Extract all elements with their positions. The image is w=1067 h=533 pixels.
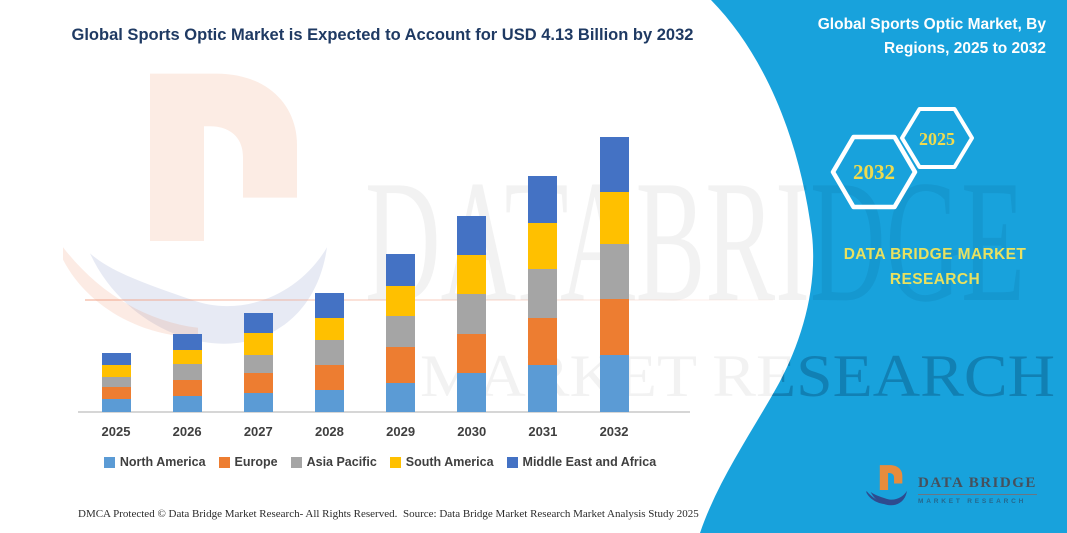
x-axis-label-2025: 2025 — [101, 424, 131, 439]
bar-2025-asia-pacific — [101, 377, 131, 388]
x-axis-label-2028: 2028 — [314, 424, 344, 439]
x-axis-label-2027: 2027 — [243, 424, 273, 439]
legend-item-south-america: South America — [389, 455, 494, 469]
bar-2030-middle-east-and-africa — [457, 216, 487, 255]
bar-2031-north-america — [528, 365, 558, 412]
legend-swatch-europe — [218, 456, 230, 468]
bar-2029-middle-east-and-africa — [386, 254, 416, 287]
logo-watermark — [63, 73, 327, 344]
bar-2032-middle-east-and-africa — [599, 136, 629, 192]
bar-2030-north-america — [457, 373, 487, 412]
bar-2027-north-america — [243, 392, 273, 412]
footer-source: Source: Data Bridge Market Research Mark… — [403, 508, 699, 520]
side-panel-shape — [700, 0, 1067, 533]
logo-monogram-icon — [866, 465, 907, 506]
bar-2027-asia-pacific — [243, 355, 273, 374]
legend-swatch-north-america — [103, 456, 115, 468]
side-panel-title: Global Sports Optic Market, By Regions, … — [817, 16, 1046, 57]
bar-2031-asia-pacific — [528, 269, 558, 319]
legend-item-europe: Europe — [218, 455, 278, 469]
bar-2027-south-america — [243, 333, 273, 356]
x-axis-line — [78, 411, 690, 413]
brand-text-line1: DATA BRIDGE MARKET — [843, 246, 1027, 263]
hexagon-2032 — [830, 134, 918, 210]
bar-2028-asia-pacific — [314, 340, 344, 365]
legend-label-south-america: South America — [405, 455, 494, 469]
bar-2029-asia-pacific — [386, 316, 416, 348]
bar-2031-south-america — [528, 222, 558, 270]
bar-2028-north-america — [314, 389, 344, 412]
brand-text-line2: RESEARCH — [889, 271, 981, 288]
legend-swatch-asia-pacific — [290, 456, 302, 468]
bar-2032-europe — [599, 299, 629, 356]
bar-2032-asia-pacific — [599, 244, 629, 300]
legend-label-middle-east-and-africa: Middle East and Africa — [522, 455, 657, 469]
legend-label-north-america: North America — [119, 455, 206, 469]
footer-copyright: DMCA Protected © Data Bridge Market Rese… — [78, 508, 398, 520]
bar-2026-middle-east-and-africa — [172, 334, 202, 351]
bar-2030 — [457, 216, 487, 412]
hexagon-2032-label: 2032 — [853, 160, 895, 184]
legend-label-asia-pacific: Asia Pacific — [306, 455, 377, 469]
hexagon-2025-label: 2025 — [919, 129, 955, 149]
bar-2029-europe — [386, 347, 416, 383]
bar-2026-south-america — [172, 350, 202, 365]
bar-2030-south-america — [457, 254, 487, 295]
bar-2027-europe — [243, 373, 273, 393]
legend-item-middle-east-and-africa: Middle East and Africa — [506, 455, 657, 469]
bar-2025-middle-east-and-africa — [101, 353, 131, 366]
x-axis-label-2032: 2032 — [599, 424, 629, 439]
bar-2031-europe — [528, 318, 558, 366]
bar-2029 — [386, 254, 416, 412]
hexagon-2025 — [900, 107, 974, 169]
bar-2025-europe — [101, 387, 131, 399]
x-axis-label-2026: 2026 — [172, 424, 202, 439]
company-logo: DATA BRIDGE MARKET RESEARCH — [866, 458, 1052, 522]
legend-item-asia-pacific: Asia Pacific — [290, 455, 377, 469]
chart-legend: North America Europe Asia Pacific South Ame… — [60, 455, 700, 469]
legend-item-north-america: North America — [103, 455, 206, 469]
x-axis-label-2031: 2031 — [528, 424, 558, 439]
bar-2027 — [243, 313, 273, 412]
bar-2027-middle-east-and-africa — [243, 313, 273, 334]
bar-2031 — [528, 176, 558, 412]
bar-2025 — [101, 353, 131, 412]
watermark-rule — [85, 299, 773, 301]
x-axis-label-2030: 2030 — [457, 424, 487, 439]
bar-2032-north-america — [599, 355, 629, 412]
bar-2028-middle-east-and-africa — [314, 292, 344, 319]
bar-2029-north-america — [386, 382, 416, 412]
bar-2029-south-america — [386, 286, 416, 317]
bar-2031-middle-east-and-africa — [528, 176, 558, 223]
bar-2025-north-america — [101, 398, 131, 412]
legend-swatch-south-america — [389, 456, 401, 468]
bar-2028 — [314, 292, 344, 412]
bar-2030-asia-pacific — [457, 294, 487, 335]
legend-swatch-middle-east-and-africa — [506, 456, 518, 468]
bar-2030-europe — [457, 334, 487, 374]
bar-2028-europe — [314, 364, 344, 390]
bar-2026 — [172, 334, 202, 412]
legend-label-europe: Europe — [234, 455, 278, 469]
logo-tagline-text: MARKET RESEARCH — [918, 498, 1027, 505]
x-axis-label-2029: 2029 — [386, 424, 416, 439]
side-panel-brand-text: DATA BRIDGE MARKET RESEARCH — [810, 242, 1060, 292]
forecast-hexagons: 2032 2025 — [830, 107, 974, 210]
logo-brand-text: DATA BRIDGE — [918, 475, 1037, 495]
bar-2032-south-america — [599, 191, 629, 245]
bar-2028-south-america — [314, 318, 344, 341]
bar-2026-asia-pacific — [172, 364, 202, 380]
bar-2032 — [599, 136, 629, 412]
bar-2026-north-america — [172, 395, 202, 412]
chart-title: Global Sports Optic Market is Expected t… — [71, 26, 694, 44]
bar-2025-south-america — [101, 365, 131, 378]
bar-2026-europe — [172, 379, 202, 396]
